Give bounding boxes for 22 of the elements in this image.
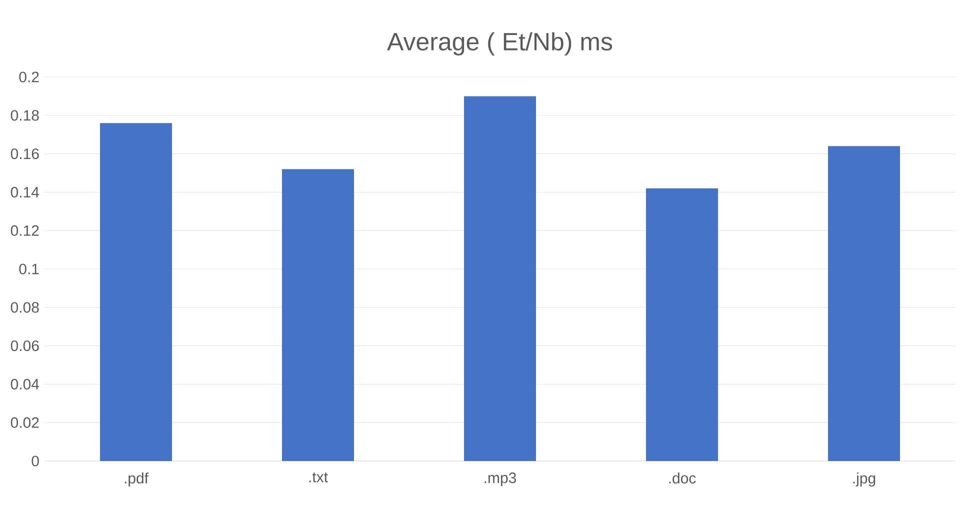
y-tick-label: 0 — [32, 456, 39, 466]
y-tick-label: 0.08 — [10, 302, 39, 313]
chart-title: Average ( Et/Nb) ms — [387, 32, 612, 56]
x-tick-label: .pdf — [124, 472, 149, 486]
y-tick-label: 0.1 — [19, 264, 39, 274]
x-tick-label: .txt — [309, 472, 328, 482]
y-tick-label: 0.12 — [10, 225, 39, 236]
x-tick-label: .jpg — [853, 472, 876, 486]
bar — [464, 96, 536, 461]
bar — [100, 123, 172, 461]
y-tick-label: 0.04 — [10, 378, 40, 390]
x-tick-label: .mp3 — [484, 472, 516, 486]
y-tick-label: 0.06 — [10, 340, 39, 352]
y-tick-label: 0.2 — [19, 72, 39, 82]
bar — [282, 169, 354, 461]
y-tick-label: 0.02 — [10, 417, 39, 428]
y-tick-label: 0.14 — [10, 186, 40, 198]
y-tick-label: 0.16 — [10, 148, 39, 160]
bar — [646, 188, 718, 461]
x-tick-label: .doc — [669, 472, 696, 484]
y-tick-label: 0.18 — [10, 110, 39, 121]
bar — [828, 146, 900, 461]
